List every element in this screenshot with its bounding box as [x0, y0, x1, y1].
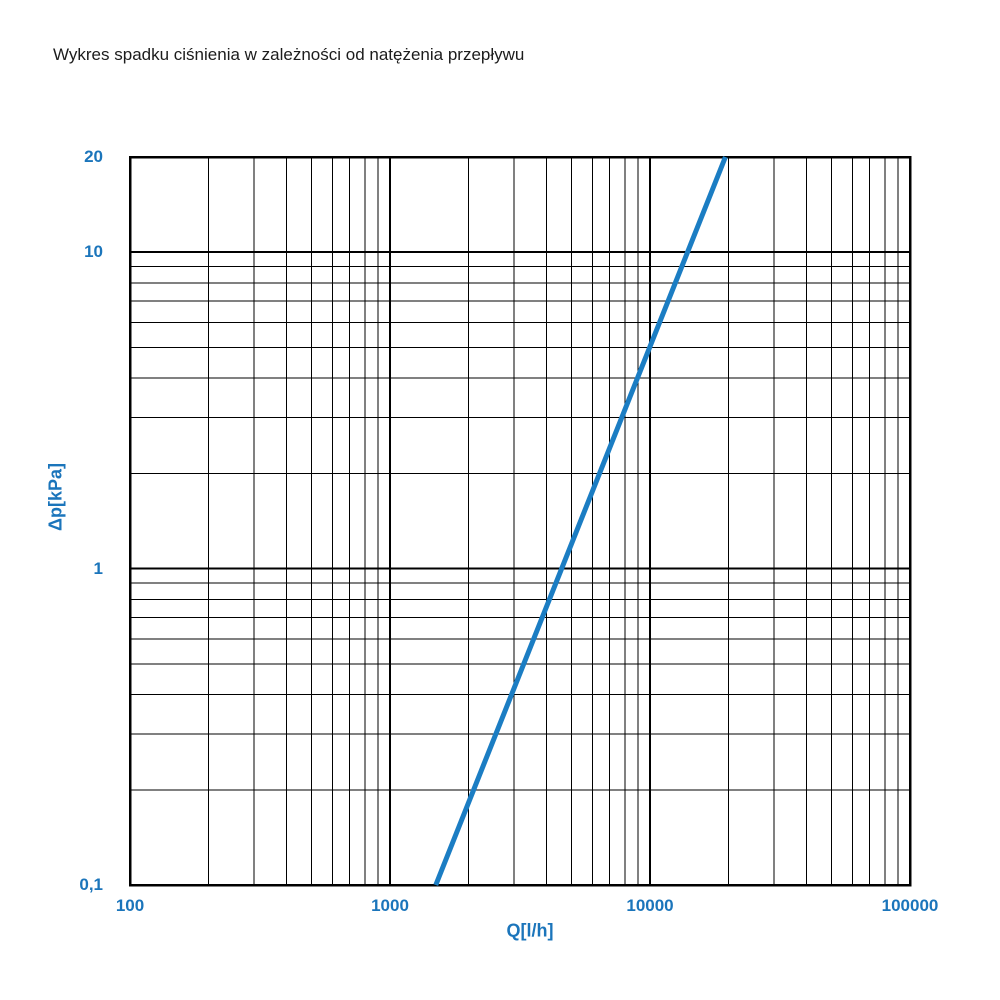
plot-border [128, 155, 912, 887]
x-axis-label: Q[l/h] [506, 920, 554, 941]
chart-title: Wykres spadku ciśnienia w zależności od … [53, 45, 525, 64]
series-line [433, 156, 728, 886]
